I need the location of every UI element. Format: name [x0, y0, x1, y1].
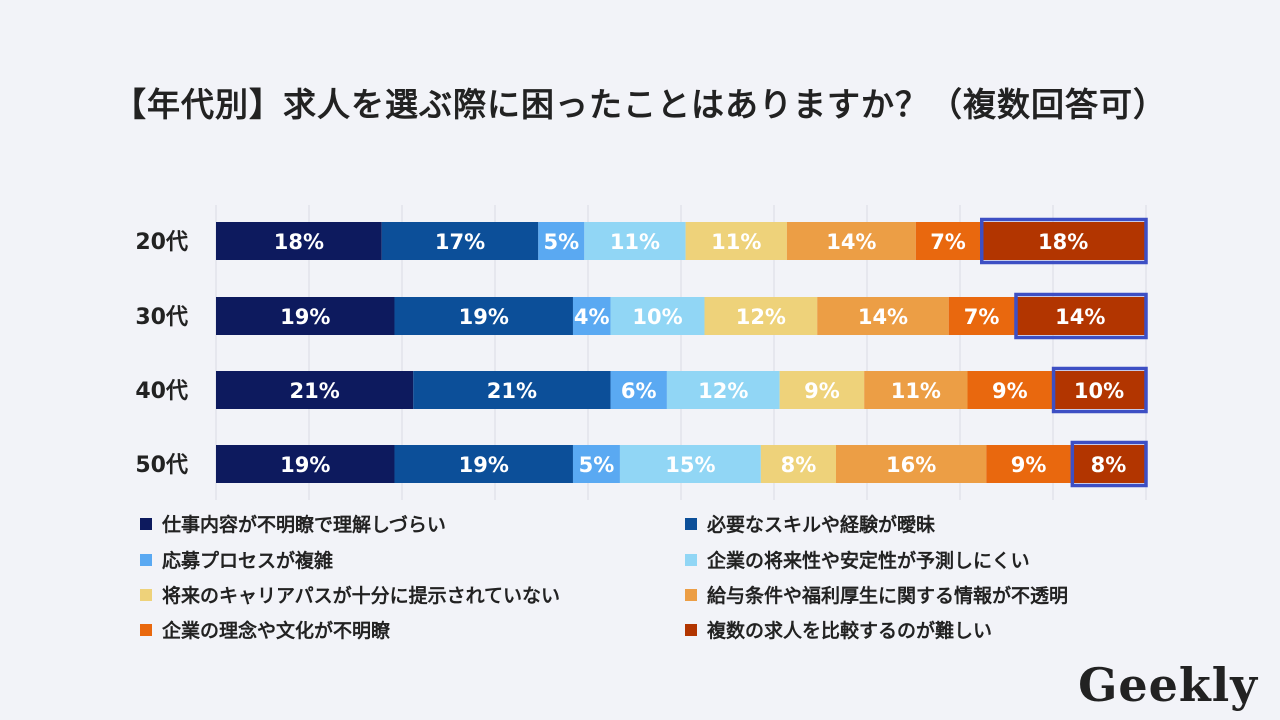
bar-segment [216, 297, 395, 335]
bar-segment [216, 371, 414, 409]
legend-label: 複数の求人を比較するのが難しい [707, 620, 993, 642]
legend-item: 複数の求人を比較するのが難しい [685, 616, 992, 643]
bar-segment [572, 445, 620, 483]
data-label: 16% [886, 453, 936, 477]
data-label: 11% [610, 230, 660, 254]
bar-segment [216, 445, 395, 483]
highlight-frame [1051, 366, 1148, 414]
data-label: 19% [459, 305, 509, 329]
category-label: 40代 [135, 379, 188, 404]
data-label: 14% [826, 230, 876, 254]
data-label: 8% [781, 453, 817, 477]
legend-item: 応募プロセスが複雑 [140, 546, 333, 573]
data-label: 8% [1091, 453, 1127, 477]
legend-label: 企業の理念や文化が不明瞭 [162, 620, 391, 642]
data-label: 6% [621, 379, 657, 403]
bar-segment [836, 445, 987, 483]
data-label: 19% [280, 453, 330, 477]
legend-item: 企業の理念や文化が不明瞭 [140, 616, 390, 643]
legend-item: 給与条件や福利厚生に関する情報が不透明 [685, 581, 1068, 608]
category-label: 50代 [135, 453, 188, 478]
bar-segment [980, 222, 1146, 260]
legend-label: 給与条件や福利厚生に関する情報が不透明 [707, 585, 1069, 607]
category-label: 30代 [135, 305, 188, 330]
bar-segment [864, 371, 968, 409]
legend-item: 必要なスキルや経験が曖昧 [685, 510, 935, 537]
data-label: 7% [964, 305, 1000, 329]
bar-segment [915, 222, 981, 260]
bar-segment [986, 445, 1071, 483]
highlight-frame [980, 217, 1148, 265]
data-label: 21% [290, 379, 340, 403]
bar-segment [704, 297, 818, 335]
legend-label: 将来のキャリアパスが十分に提示されていない [162, 585, 561, 607]
bar-segment [584, 222, 686, 260]
bar-segment [413, 371, 611, 409]
data-label: 21% [487, 379, 537, 403]
data-label: 5% [579, 453, 615, 477]
data-label: 12% [736, 305, 786, 329]
data-label: 10% [632, 305, 682, 329]
stacked-bar-chart: 20代 18% 17% 5% 11% 11% 14% 7% 18% 30代 19% 19% 4% 10% 1… [135, 205, 1148, 500]
bar-segment [381, 222, 539, 260]
legend-swatch [140, 588, 152, 601]
data-label: 15% [665, 453, 715, 477]
legend-swatch [685, 517, 697, 530]
bar-segment [216, 222, 382, 260]
legend-swatch [140, 553, 152, 566]
bar-segment [619, 445, 761, 483]
legend-label: 仕事内容が不明瞭で理解しづらい [162, 514, 446, 536]
data-label: 7% [930, 230, 966, 254]
bar-segment [666, 371, 780, 409]
data-label: 17% [435, 230, 485, 254]
bar-segment [1052, 371, 1146, 409]
bar-segment [1014, 297, 1146, 335]
legend-swatch [140, 517, 152, 530]
bar-segment [1070, 445, 1146, 483]
bar-segment [394, 297, 573, 335]
bar-segment [610, 297, 705, 335]
data-label: 10% [1074, 379, 1124, 403]
bar-segment [817, 297, 949, 335]
data-label: 4% [574, 305, 610, 329]
data-label: 11% [891, 379, 941, 403]
data-label: 11% [711, 230, 761, 254]
bar-segment [967, 371, 1053, 409]
data-label: 14% [858, 305, 908, 329]
legend-label: 応募プロセスが複雑 [162, 550, 334, 572]
data-label: 14% [1055, 305, 1105, 329]
data-label: 9% [992, 379, 1028, 403]
legend-label: 必要なスキルや経験が曖昧 [707, 514, 936, 536]
brand-logo: Geekly [1078, 658, 1258, 712]
data-label: 12% [698, 379, 748, 403]
data-label: 18% [1038, 230, 1088, 254]
bar-segment [786, 222, 916, 260]
bar-segment [538, 222, 585, 260]
bar-segment [610, 371, 667, 409]
data-label: 18% [274, 230, 324, 254]
legend-item: 仕事内容が不明瞭で理解しづらい [140, 510, 446, 537]
bar-segment [779, 371, 865, 409]
data-label: 9% [804, 379, 840, 403]
category-label: 20代 [135, 230, 188, 255]
data-label: 5% [543, 230, 579, 254]
data-label: 19% [459, 453, 509, 477]
legend-label: 企業の将来性や安定性が予測しにくい [707, 550, 1030, 572]
highlight-frame [1070, 440, 1148, 488]
legend-swatch [140, 623, 152, 636]
legend-swatch [685, 588, 697, 601]
bar-segment [760, 445, 836, 483]
data-label: 19% [280, 305, 330, 329]
legend-swatch [685, 553, 697, 566]
bar-segment [394, 445, 573, 483]
highlight-frame [1014, 292, 1148, 340]
bar-segment [685, 222, 787, 260]
bar-segment [572, 297, 611, 335]
legend-swatch [685, 623, 697, 636]
legend-item: 将来のキャリアパスが十分に提示されていない [140, 581, 560, 608]
data-label: 9% [1011, 453, 1047, 477]
bar-segment [948, 297, 1015, 335]
legend-item: 企業の将来性や安定性が予測しにくい [685, 546, 1030, 573]
chart-title: 【年代別】求人を選ぶ際に困ったことはありますか？（複数回答可） [113, 85, 1167, 124]
